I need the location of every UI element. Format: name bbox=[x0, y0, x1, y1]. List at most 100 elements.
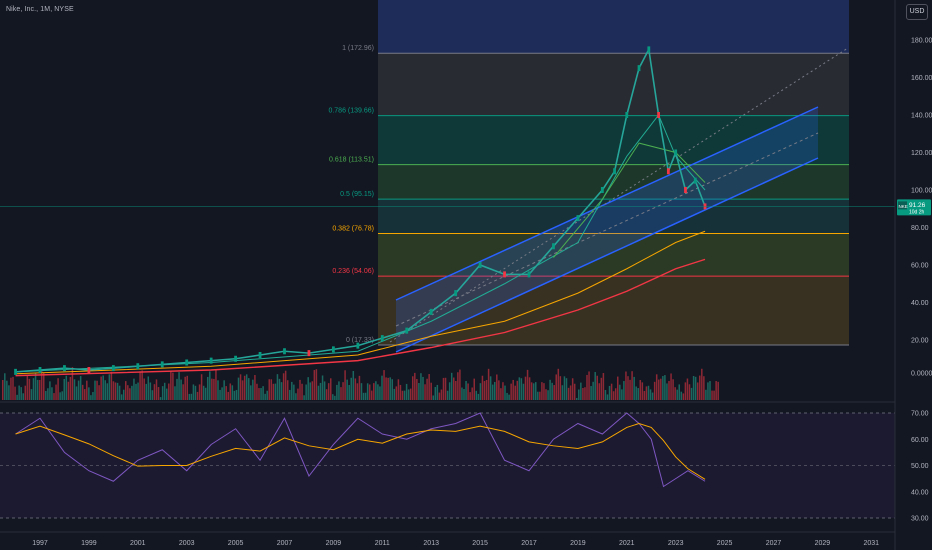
volume-bar bbox=[481, 375, 484, 400]
fib-level-label: 0.382 (76.78) bbox=[332, 226, 374, 233]
volume-bar bbox=[14, 386, 16, 400]
price-candle bbox=[647, 46, 651, 53]
volume-bar bbox=[649, 389, 652, 400]
rsi-axis-tick: 70.00 bbox=[911, 411, 929, 418]
volume-bar bbox=[473, 378, 475, 400]
volume-bar bbox=[67, 381, 70, 400]
moving-average-line bbox=[15, 258, 706, 377]
time-axis-tick: 2027 bbox=[766, 540, 782, 547]
volume-bar bbox=[424, 384, 426, 400]
volume-bar bbox=[582, 387, 584, 400]
volume-bar bbox=[412, 376, 414, 400]
rsi-axis-tick: 30.00 bbox=[911, 516, 929, 523]
volume-bar bbox=[614, 388, 617, 400]
volume-bar bbox=[227, 391, 229, 400]
volume-bar bbox=[217, 380, 219, 400]
volume-bar bbox=[239, 374, 242, 400]
volume-bar bbox=[252, 379, 254, 400]
currency-button[interactable]: USD bbox=[906, 4, 928, 20]
volume-bar bbox=[319, 382, 322, 400]
volume-bar bbox=[377, 384, 379, 400]
volume-bar bbox=[321, 375, 324, 400]
volume-bar bbox=[678, 384, 680, 400]
volume-bar bbox=[274, 383, 277, 400]
volume-bar bbox=[692, 375, 695, 400]
volume-bar bbox=[637, 388, 639, 400]
volume-bar bbox=[448, 382, 451, 400]
volume-bar bbox=[504, 385, 506, 400]
volume-bar bbox=[280, 382, 283, 400]
volume-bar bbox=[592, 381, 594, 400]
volume-bar bbox=[520, 378, 523, 400]
price-candle bbox=[637, 65, 641, 72]
volume-bar bbox=[20, 387, 22, 400]
volume-bar bbox=[610, 383, 613, 400]
volume-bar bbox=[666, 383, 668, 400]
fib-level-label: 0.236 (54.06) bbox=[332, 268, 374, 275]
volume-bar bbox=[578, 389, 580, 400]
volume-bar bbox=[489, 376, 492, 400]
volume-bar bbox=[696, 382, 699, 400]
volume-bar bbox=[717, 381, 719, 400]
volume-bar bbox=[463, 388, 465, 400]
time-axis-tick: 2019 bbox=[570, 540, 586, 547]
volume-bar bbox=[422, 376, 424, 400]
volume-bar bbox=[354, 378, 357, 400]
regression-channel-mid bbox=[395, 132, 819, 327]
volume-bar bbox=[258, 388, 260, 400]
volume-bar bbox=[356, 383, 359, 400]
volume-bar bbox=[84, 389, 86, 400]
volume-bar bbox=[100, 376, 102, 400]
volume-bar bbox=[658, 379, 660, 400]
volume-bar bbox=[407, 389, 410, 400]
volume-bar bbox=[409, 388, 412, 400]
volume-bar bbox=[118, 385, 121, 400]
volume-bar bbox=[196, 391, 199, 400]
volume-bar bbox=[684, 382, 687, 400]
volume-bar bbox=[530, 382, 533, 400]
volume-bar bbox=[487, 368, 490, 400]
price-candle bbox=[405, 327, 409, 334]
volume-bar bbox=[250, 385, 252, 400]
volume-bar bbox=[122, 389, 125, 400]
volume-bar bbox=[79, 376, 82, 400]
price-candle bbox=[307, 350, 311, 357]
price-candle bbox=[684, 187, 687, 193]
volume-bar bbox=[602, 373, 605, 400]
volume-bar bbox=[446, 390, 449, 400]
volume-bar bbox=[428, 374, 430, 400]
moving-average-line bbox=[15, 230, 706, 375]
volume-bar bbox=[22, 393, 24, 400]
volume-bar bbox=[713, 390, 715, 400]
trend-line-extension bbox=[389, 47, 849, 343]
volume-bar bbox=[594, 372, 596, 400]
volume-bar bbox=[442, 377, 445, 400]
chart-title: Nike, Inc., 1M, NYSE bbox=[6, 6, 74, 13]
time-axis-tick: 2029 bbox=[815, 540, 831, 547]
volume-bar bbox=[291, 381, 293, 400]
volume-bar bbox=[688, 384, 691, 400]
price-axis-tick: 120.00 bbox=[911, 150, 932, 157]
volume-bar bbox=[237, 377, 240, 400]
volume-bar bbox=[366, 383, 369, 400]
price-candle bbox=[87, 367, 91, 373]
volume-bar bbox=[571, 378, 574, 400]
volume-bar bbox=[92, 392, 94, 400]
volume-bar bbox=[192, 384, 195, 400]
price-tag-symbol: NKE bbox=[899, 204, 908, 209]
volume-bar bbox=[662, 376, 664, 400]
volume-bar bbox=[625, 371, 627, 400]
volume-bar bbox=[401, 390, 404, 400]
volume-bar bbox=[508, 394, 510, 400]
regression-channel-lower bbox=[395, 157, 819, 353]
volume-bar bbox=[141, 370, 143, 400]
volume-bar bbox=[256, 383, 258, 400]
regression-channel-fill bbox=[396, 107, 818, 352]
volume-bar bbox=[133, 378, 135, 400]
price-candle bbox=[666, 168, 670, 175]
volume-bar bbox=[461, 387, 463, 400]
volume-bar bbox=[715, 381, 717, 400]
volume-bar bbox=[479, 383, 482, 400]
volume-bar bbox=[330, 378, 332, 400]
